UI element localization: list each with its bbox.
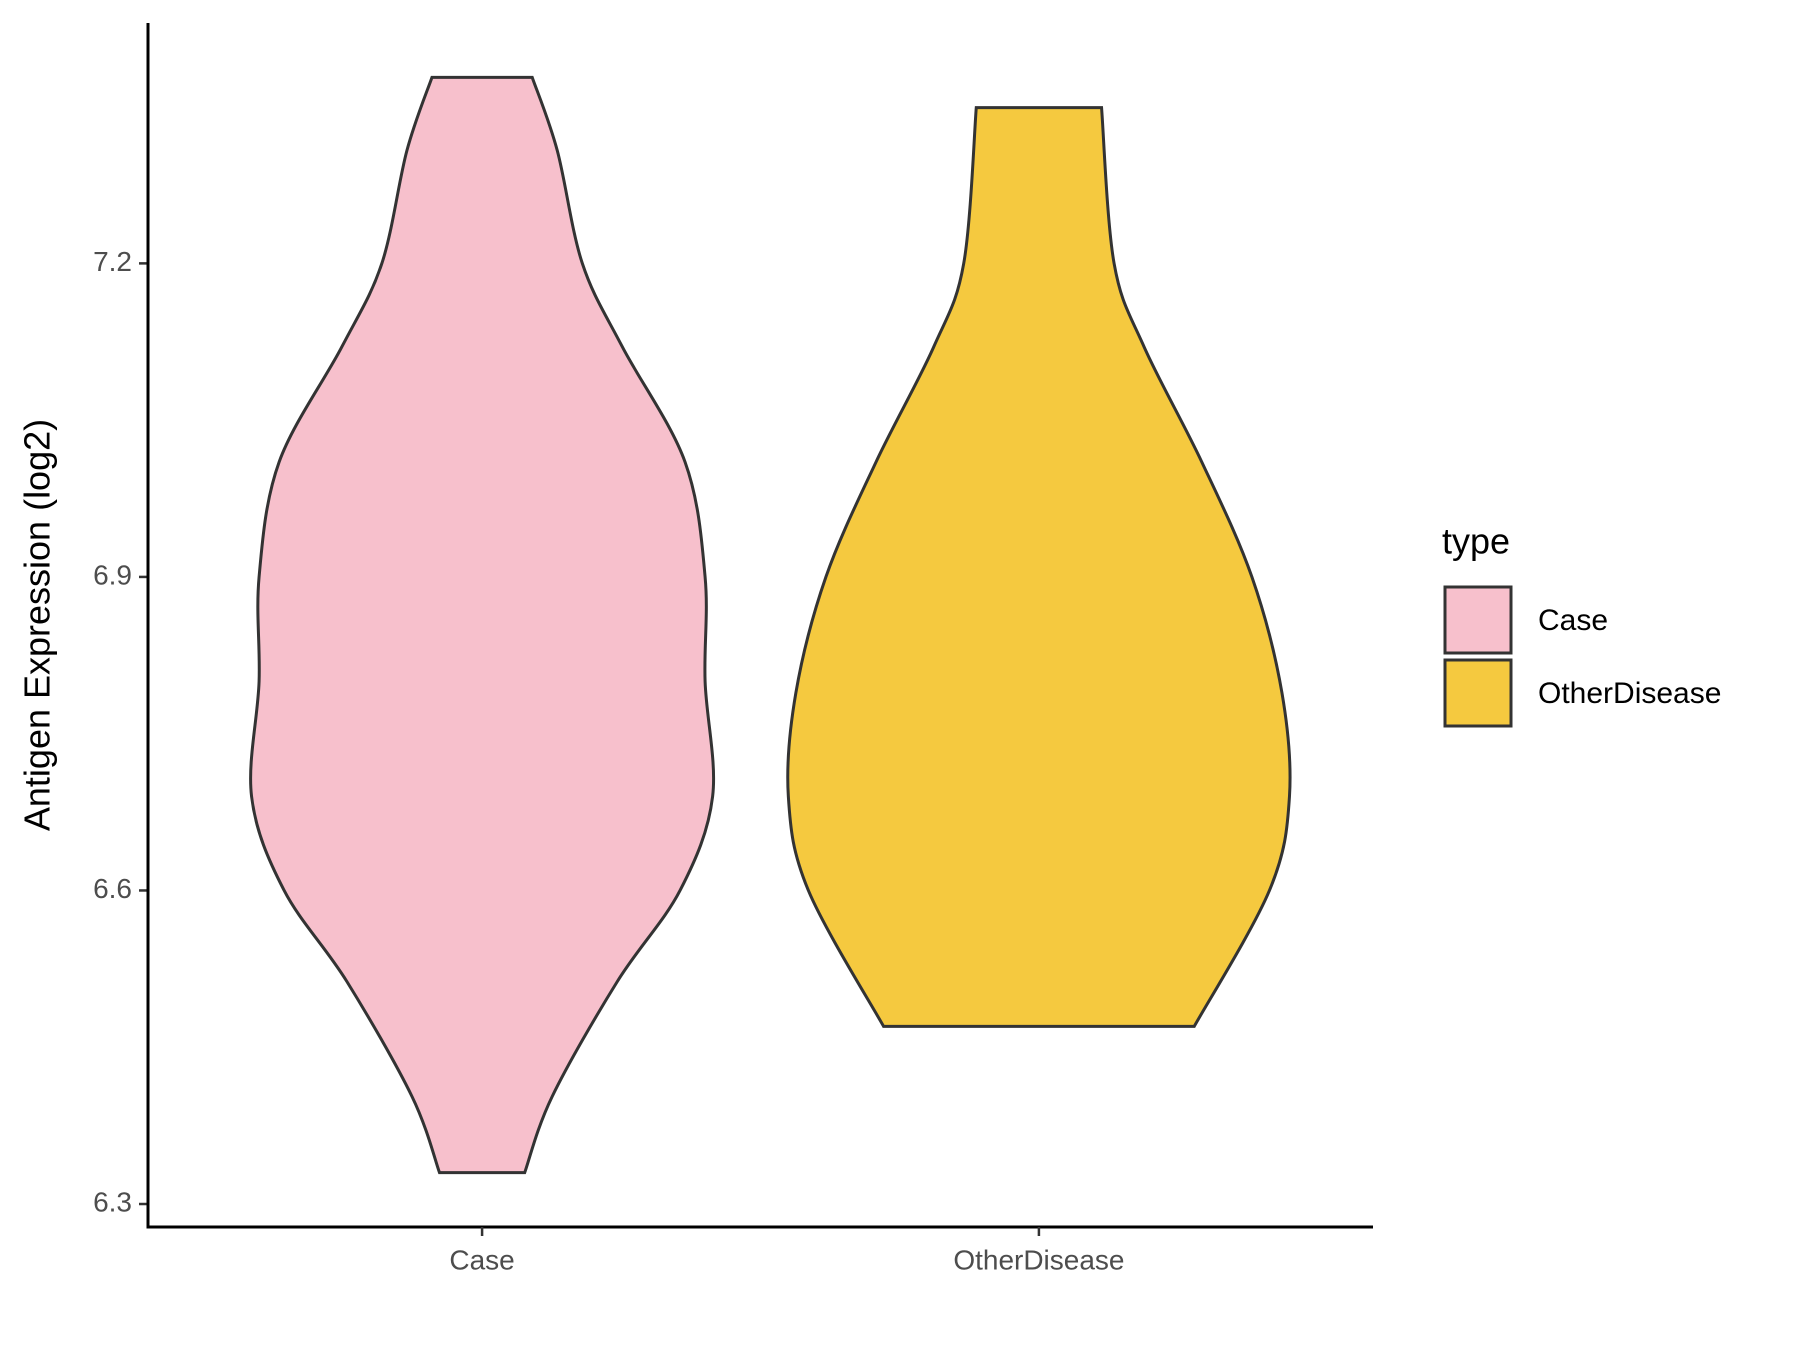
violin	[249, 75, 716, 1175]
y-tick-label: 6.6	[93, 873, 132, 904]
legend-label: Case	[1538, 604, 1608, 637]
legend-swatch	[1443, 585, 1513, 655]
violin	[786, 106, 1292, 1028]
y-tick-label: 7.2	[93, 246, 132, 277]
legend-label: OtherDisease	[1538, 677, 1721, 710]
y-tick-label: 6.3	[93, 1186, 132, 1217]
x-tick-label: Case	[449, 1244, 514, 1275]
x-tick-label: OtherDisease	[953, 1244, 1124, 1275]
y-axis-title: Antigen Expression (log2)	[17, 419, 58, 831]
y-tick-label: 6.9	[93, 559, 132, 590]
legend-swatch	[1443, 658, 1513, 728]
legend-title: type	[1442, 521, 1510, 562]
